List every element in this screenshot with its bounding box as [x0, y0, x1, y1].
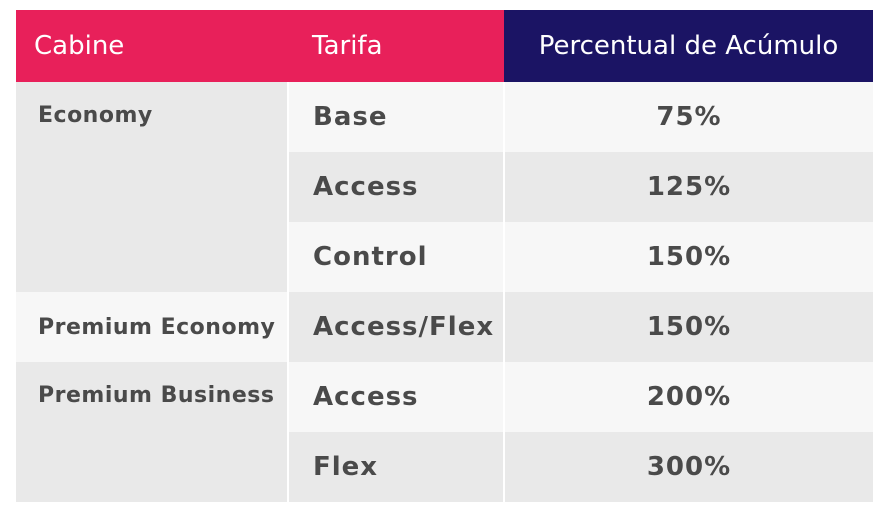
cabine-premium-business: Premium Business	[16, 362, 289, 502]
percentual-cell: 75%	[504, 82, 873, 152]
percentual-cell: 200%	[504, 362, 873, 432]
cabine-economy: Economy	[16, 82, 289, 292]
tarifa-cell: Control	[288, 222, 505, 292]
header-percentual: Percentual de Acúmulo	[504, 10, 873, 82]
percentual-cell: 150%	[504, 222, 873, 292]
tarifa-cell: Access	[288, 362, 505, 432]
table-row: Economy Base 75%	[16, 82, 873, 292]
accrual-table: Cabine Tarifa Percentual de Acúmulo Econ…	[16, 10, 873, 502]
tarifa-cell: Access/Flex	[288, 292, 505, 362]
table-row: Access 125%	[16, 152, 873, 222]
header-tarifa: Tarifa	[288, 10, 504, 82]
percentual-cell: 150%	[504, 292, 873, 362]
table-row: Flex 300%	[16, 432, 873, 502]
percentual-cell: 125%	[504, 152, 873, 222]
table-row: Premium Economy Access/Flex 150%	[16, 292, 873, 362]
table-row: Control 150%	[16, 222, 873, 292]
tarifa-cell: Base	[288, 82, 505, 152]
cabine-premium-economy: Premium Economy	[16, 292, 289, 362]
percentual-cell: 300%	[504, 432, 873, 502]
tarifa-cell: Access	[288, 152, 505, 222]
table-row: Premium Business Access 200%	[16, 362, 873, 502]
header-cabine: Cabine	[16, 10, 288, 82]
accrual-table-container: Cabine Tarifa Percentual de Acúmulo Econ…	[16, 10, 873, 502]
tarifa-cell: Flex	[288, 432, 505, 502]
header-row: Cabine Tarifa Percentual de Acúmulo	[16, 10, 873, 82]
